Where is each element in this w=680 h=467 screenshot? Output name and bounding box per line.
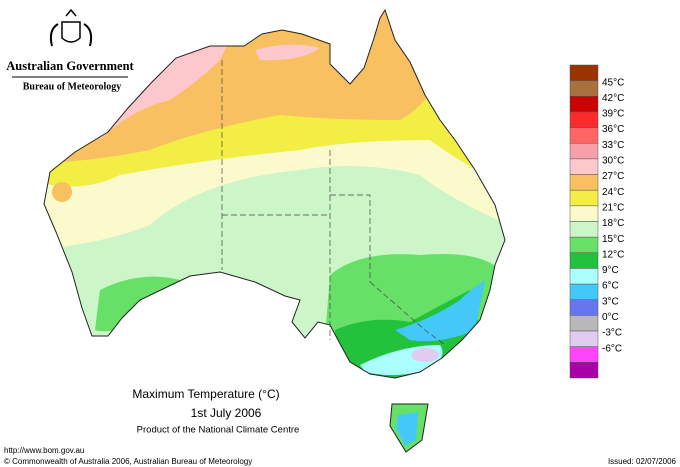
legend-swatch	[569, 96, 599, 113]
legend-label: 6°C	[602, 281, 619, 292]
legend-swatch	[569, 221, 599, 238]
legend-swatch	[569, 111, 599, 128]
legend-swatch	[569, 189, 599, 207]
legend-swatch	[569, 158, 599, 175]
legend-swatch	[569, 143, 599, 160]
map-title: Maximum Temperature (°C)	[132, 387, 279, 401]
legend-swatch	[569, 330, 599, 347]
legend-label: 33°C	[602, 140, 624, 151]
government-name: Australian Government	[6, 59, 134, 73]
legend-swatch	[569, 346, 599, 363]
state-borders	[221, 60, 446, 346]
coastline	[43, 8, 506, 453]
legend-label: 21°C	[602, 202, 624, 213]
legend-label: 30°C	[602, 156, 624, 167]
map-product: Product of the National Climate Centre	[137, 425, 300, 436]
legend-label: 39°C	[602, 109, 624, 120]
legend-swatch	[569, 315, 599, 332]
legend-swatch	[569, 283, 599, 301]
legend-label: 36°C	[602, 124, 624, 135]
legend-label: 15°C	[602, 234, 624, 245]
legend-label: -6°C	[602, 343, 622, 354]
legend-label: 45°C	[602, 77, 624, 88]
legend-swatch	[569, 80, 599, 97]
legend-swatch	[569, 299, 599, 316]
legend-swatch	[569, 252, 599, 269]
legend-swatch	[569, 64, 599, 81]
legend-label: -3°C	[602, 328, 622, 339]
copyright: © Commonwealth of Australia 2006, Austra…	[4, 457, 252, 466]
coat-of-arms	[49, 8, 93, 47]
legend-label: 27°C	[602, 171, 624, 182]
legend: 45°C 42°C 39°C 36°C 33°C 30°C 27°C 24°C 21°C 18°C…	[569, 64, 624, 379]
issued: Issued: 02/07/2006	[608, 457, 677, 466]
legend-label: 0°C	[602, 312, 619, 323]
map-date: 1st July 2006	[191, 406, 262, 420]
legend-swatch	[569, 127, 599, 144]
url: http://www.bom.gov.au	[4, 446, 84, 455]
legend-swatch	[569, 236, 599, 254]
agency-name: Bureau of Meteorology	[23, 81, 122, 92]
legend-label: 12°C	[602, 249, 624, 260]
legend-label: 18°C	[602, 218, 624, 229]
legend-swatch	[569, 205, 599, 222]
legend-swatch	[569, 268, 599, 285]
legend-swatch	[569, 174, 599, 191]
legend-swatch	[569, 362, 599, 379]
legend-label: 9°C	[602, 265, 619, 276]
legend-label: 24°C	[602, 187, 624, 198]
legend-label: 42°C	[602, 93, 624, 104]
legend-label: 3°C	[602, 296, 619, 307]
